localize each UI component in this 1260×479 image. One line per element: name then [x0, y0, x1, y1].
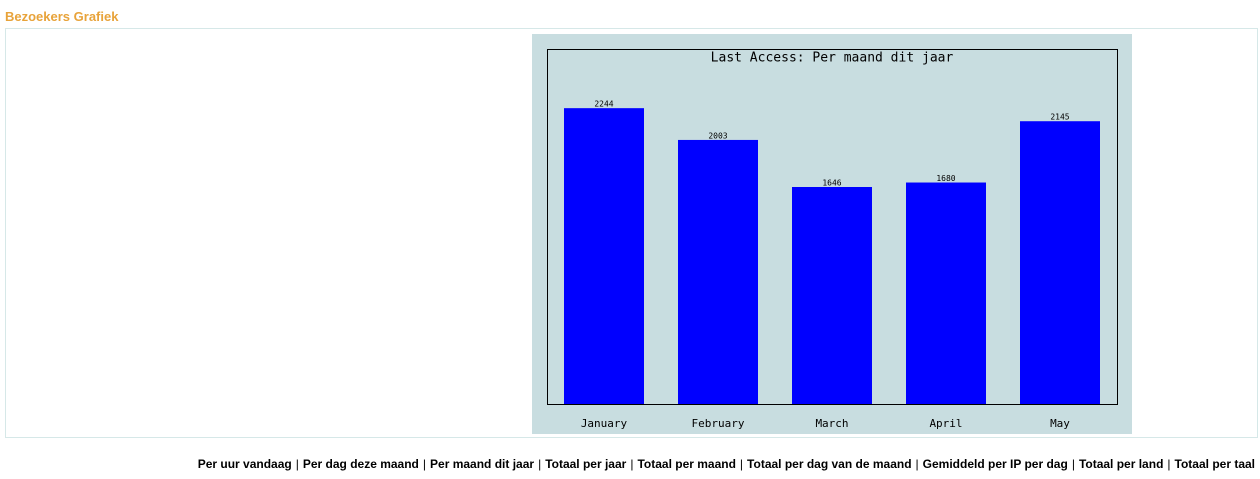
- x-tick-label: May: [1050, 417, 1070, 430]
- separator: |: [739, 457, 744, 471]
- nav-link[interactable]: Totaal per land: [1078, 457, 1164, 471]
- x-tick-label: February: [692, 417, 745, 430]
- separator: |: [1167, 457, 1171, 471]
- bar: [792, 187, 872, 404]
- nav-link[interactable]: Gemiddeld per IP per dag: [922, 457, 1068, 471]
- bar: [1020, 121, 1100, 404]
- value-label: 2244: [594, 100, 613, 109]
- separator: |: [538, 457, 542, 471]
- nav-link[interactable]: Per dag deze maand: [302, 457, 419, 471]
- nav-link[interactable]: Totaal per dag van de maand: [747, 457, 912, 471]
- x-tick-label: April: [929, 417, 962, 430]
- bar: [564, 108, 644, 405]
- value-label: 2145: [1050, 113, 1069, 122]
- x-tick-label: January: [581, 417, 628, 430]
- value-label: 1646: [822, 179, 841, 188]
- section-title: Bezoekers Grafiek: [5, 9, 119, 24]
- separator: |: [422, 457, 427, 471]
- value-label: 1680: [936, 174, 955, 183]
- nav-link[interactable]: Per maand dit jaar: [430, 457, 535, 471]
- link-bar: Per uur vandaag | Per dag deze maand | Per m…: [198, 457, 1255, 471]
- nav-link[interactable]: Per uur vandaag: [197, 457, 292, 471]
- chart-title: Last Access: Per maand dit jaar: [711, 51, 954, 66]
- panel: [5, 28, 1258, 438]
- bar: [906, 182, 986, 404]
- separator: |: [295, 457, 299, 471]
- separator: |: [630, 457, 634, 471]
- separator: |: [1071, 457, 1075, 471]
- bar: [678, 139, 758, 405]
- plot-frame: [547, 49, 1118, 405]
- nav-link[interactable]: Totaal per jaar: [545, 457, 627, 471]
- x-tick-label: March: [815, 417, 848, 430]
- value-label: 2003: [708, 131, 727, 140]
- nav-link[interactable]: Totaal per taal: [1174, 457, 1255, 471]
- separator: |: [915, 457, 919, 471]
- nav-link[interactable]: Totaal per maand: [637, 457, 736, 471]
